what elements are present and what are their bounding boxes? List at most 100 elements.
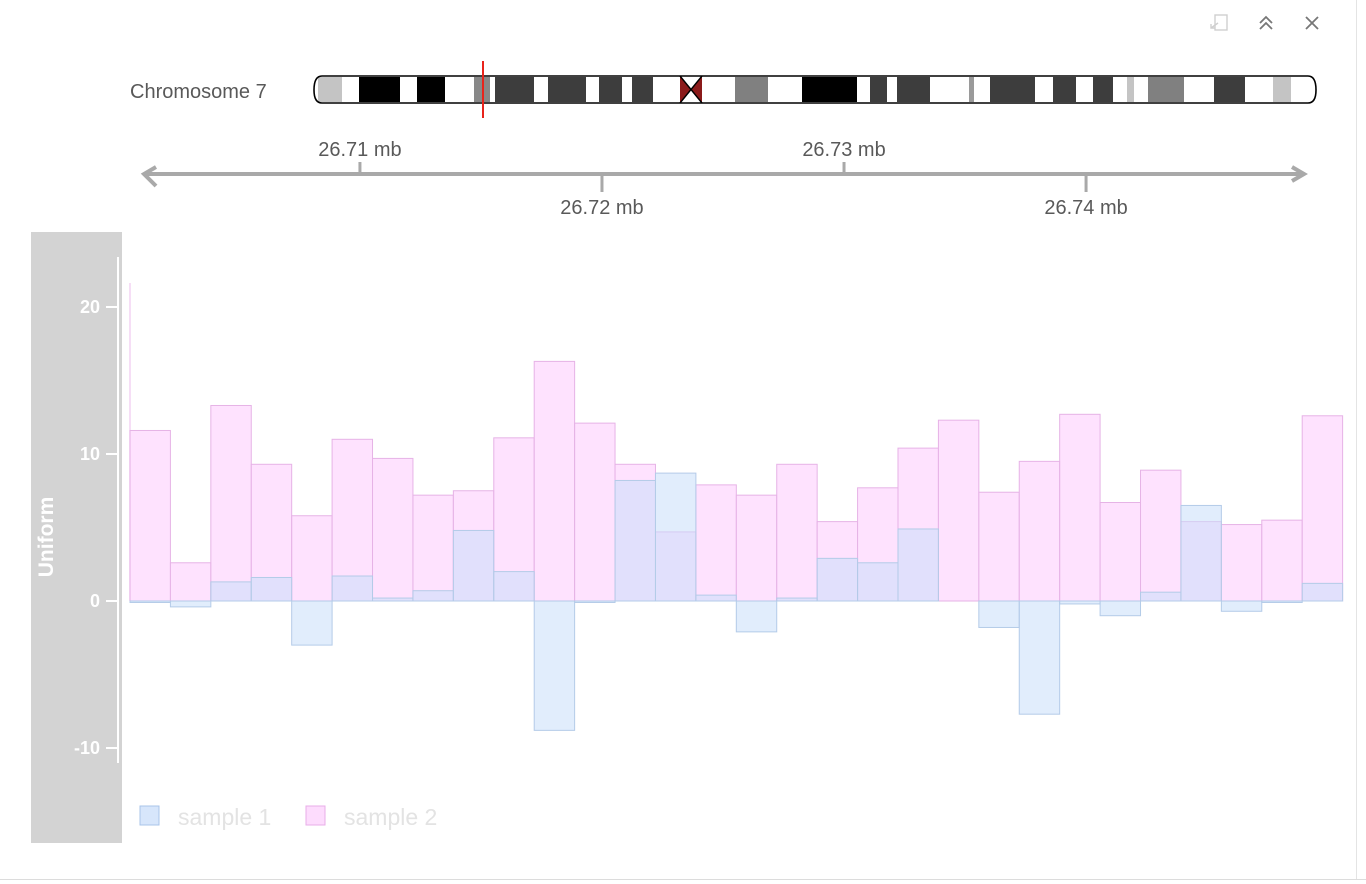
bar-sample-1 [331,575,374,602]
bar-sample-1 [291,600,333,646]
bar-sample-2 [169,562,212,602]
genome-axis: 26.71 mb 26.72 mb 26.73 mb 26.74 mb [140,139,1308,219]
chromosome-label: Chromosome 7 [130,81,267,103]
bar-sample-2 [1099,502,1142,602]
bar-sample-1 [533,600,576,731]
bar-sample-2 [1018,460,1061,602]
cytoband [417,77,445,102]
bar-sample-2 [129,429,171,602]
bar-sample-1 [493,571,535,602]
bar-sample-2 [1261,519,1303,602]
cytoband [1273,77,1291,102]
bar-sample-1 [654,472,697,602]
bar-sample-2 [735,494,778,602]
page-edge-bottom [0,879,1366,880]
centromere-right [691,76,702,103]
centromere-left [680,76,691,103]
bar-sample-1 [1180,504,1222,602]
bar-sample-1 [1220,600,1263,612]
cytoband [870,77,887,102]
bar-sample-2 [291,515,333,602]
bar-sample-1 [978,600,1020,628]
cytoband [359,77,400,102]
bar-sample-2 [372,457,414,602]
y-tick-label: 10 [80,444,100,464]
y-tick-label: 20 [80,297,100,317]
bar-sample-1 [452,529,495,602]
bar-sample-2 [1059,413,1101,602]
bar-sample-1 [695,594,737,602]
bar-sample-2 [1220,524,1263,602]
cytoband [632,77,653,102]
export-icon[interactable] [1204,10,1236,36]
cytoband [969,77,974,102]
bar-sample-2 [574,422,616,602]
legend-label-sample-1: sample 1 [178,804,271,830]
bar-sample-1 [816,557,859,602]
bar-sample-1 [1261,600,1303,603]
panel-strip [31,232,122,843]
bar-sample-1 [1301,582,1344,602]
bar-sample-1 [1059,600,1101,605]
bar-sample-2 [695,484,737,602]
genome-tick-label: 26.71 mb [318,139,401,161]
close-icon[interactable] [1296,10,1328,36]
legend-swatch-sample-2 [305,805,326,826]
axis-arrow-right-icon [1290,165,1308,183]
bar-sample-2 [412,494,454,602]
bar-sample-2 [1140,469,1182,602]
bar-sample-2 [937,419,980,602]
y-tick-label: 0 [90,591,100,611]
panel-label: Uniform [35,497,58,578]
cytoband [599,77,622,102]
bar-sample-1 [776,597,818,602]
cytoband [548,77,586,102]
page-edge-right [1356,0,1357,880]
window-controls [1204,10,1328,36]
cytoband [495,77,534,102]
bar-sample-1 [1140,591,1182,602]
centromere-outline [679,75,703,104]
chromosome-ideogram: Chromosome 7 [130,61,1317,118]
cytoband-group [318,77,1291,102]
cytoband [318,77,342,102]
bar-sample-1 [574,600,616,603]
cytoband [1214,77,1245,102]
bar-sample-1 [129,600,171,603]
bar-sample-1 [1099,600,1142,617]
bar-sample-1 [412,590,454,602]
bar-sample-1 [1018,600,1061,715]
legend: sample 1 sample 2 [139,804,437,830]
cytoband [897,77,930,102]
legend-swatch-sample-1 [139,805,160,826]
bar-sample-1 [857,562,899,602]
bar-sample-1 [372,597,414,602]
cytoband [1127,77,1134,102]
bar-sample-1 [210,581,252,602]
chromosome-outline [313,75,1317,104]
axis-arrow-left-icon [140,165,158,188]
collapse-icon[interactable] [1250,10,1282,36]
bar-sample-2 [533,360,576,602]
cytoband [1093,77,1113,102]
bar-sample-2 [1301,415,1344,602]
bar-sample-2 [776,463,818,602]
legend-label-sample-2: sample 2 [344,804,437,830]
bar-sample-1 [250,576,293,602]
cytoband [990,77,1035,102]
bar-sample-1 [614,479,656,602]
cytoband [735,77,768,102]
bar-sample-1 [169,600,212,608]
bar-sample-2 [978,491,1020,602]
cytoband [1053,77,1076,102]
bar-sample-1 [897,528,939,602]
y-tick-label: -10 [74,738,100,758]
bar-sample-2 [210,404,252,602]
genome-tick-label: 26.74 mb [1044,197,1127,219]
cytoband [802,77,857,102]
bar-sample-1 [735,600,778,633]
genome-tick-label: 26.73 mb [802,139,885,161]
cytoband [1148,77,1184,102]
